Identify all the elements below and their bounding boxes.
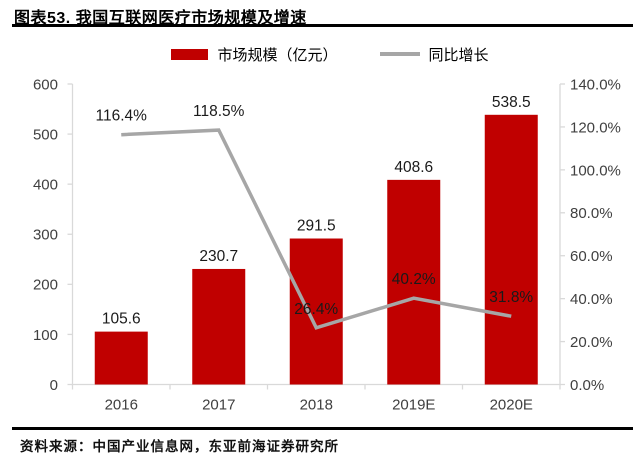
x-axis-label: 2020E [490, 397, 533, 414]
right-axis-label: 120.0% [570, 119, 621, 136]
left-axis-label: 0 [50, 377, 58, 394]
right-axis-label: 140.0% [570, 76, 621, 93]
line-value-label: 31.8% [489, 289, 533, 306]
legend: 市场规模（亿元） 同比增长 [0, 44, 640, 64]
line-value-label: 26.4% [294, 301, 338, 318]
left-axis-label: 300 [33, 227, 58, 244]
right-axis-label: 40.0% [570, 291, 613, 308]
line-labels: 116.4% 118.5% 26.4% 40.2% 31.8% [96, 103, 534, 318]
right-axis-label: 100.0% [570, 162, 621, 179]
left-axis: 600 500 400 300 200 100 0 [33, 76, 73, 394]
chart-title: 图表53. 我国互联网医疗市场规模及增速 [14, 10, 307, 27]
legend-label-growth: 同比增长 [428, 47, 489, 64]
growth-line [121, 128, 512, 330]
bar-2018 [289, 238, 343, 385]
legend-item-market-size: 市场规模（亿元） [171, 44, 338, 65]
bars [94, 114, 538, 385]
x-axis-label: 2019E [392, 397, 435, 414]
bar-value-label: 105.6 [102, 311, 141, 328]
bar-value-label: 538.5 [492, 94, 531, 111]
left-axis-label: 200 [33, 277, 58, 294]
left-axis-label: 100 [33, 327, 58, 344]
right-axis-label: 60.0% [570, 248, 613, 265]
right-axis-label: 0.0% [570, 377, 604, 394]
source-note: 资料来源：中国产业信息网，东亚前海证券研究所 [20, 439, 339, 454]
legend-label-market-size: 市场规模（亿元） [217, 47, 338, 64]
x-axis-label: 2016 [105, 397, 138, 414]
bar-value-label: 408.6 [394, 159, 433, 176]
line-value-label: 116.4% [96, 108, 148, 125]
bar-2020E [484, 114, 538, 385]
x-axis: 2016 2017 2018 2019E 2020E [71, 384, 561, 414]
title-underline [12, 24, 633, 27]
bar-value-label: 230.7 [199, 248, 238, 265]
bar-labels: 105.6 230.7 291.5 408.6 538.5 [102, 94, 531, 328]
footer-rule [12, 427, 633, 430]
x-axis-label: 2018 [300, 397, 333, 414]
right-axis: 140.0% 120.0% 100.0% 80.0% 60.0% 40.0% 20.0% 0.… [560, 76, 621, 394]
bar-2017 [192, 268, 246, 385]
right-axis-label: 20.0% [570, 334, 613, 351]
x-axis-label: 2017 [202, 397, 235, 414]
right-axis-label: 80.0% [570, 205, 613, 222]
line-value-label: 118.5% [193, 103, 245, 120]
bar-2016 [94, 331, 148, 385]
line-series-swatch-icon [379, 52, 420, 56]
left-axis-label: 400 [33, 177, 58, 194]
left-axis-label: 500 [33, 126, 58, 143]
line-value-label: 40.2% [392, 271, 436, 288]
bar-series-swatch-icon [171, 48, 209, 60]
left-axis-label: 600 [33, 76, 58, 93]
bar-value-label: 291.5 [297, 218, 336, 235]
legend-item-growth: 同比增长 [379, 44, 489, 65]
bar-2019E [387, 179, 441, 385]
